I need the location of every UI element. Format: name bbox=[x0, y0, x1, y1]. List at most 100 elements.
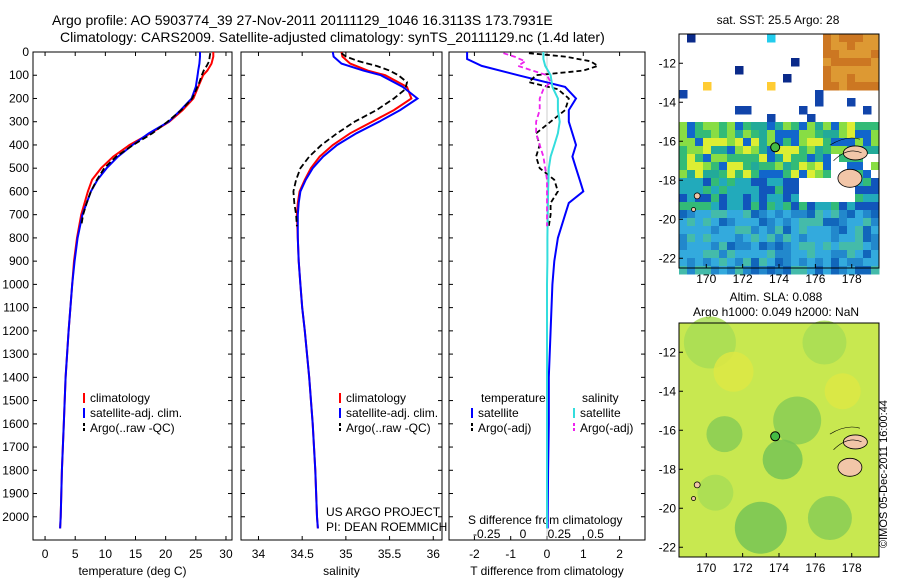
sst-map-cell bbox=[815, 186, 824, 195]
sst-map-cell bbox=[703, 186, 712, 195]
sst-map-cell bbox=[791, 186, 800, 195]
sst-map-cell bbox=[847, 162, 856, 171]
sst-map-cell bbox=[767, 130, 776, 139]
temperature-panel: 0 5 10 15 20 25 300100200300400500600700800900… bbox=[2, 45, 233, 578]
sst-map-cell bbox=[871, 266, 880, 275]
sst-map-cell bbox=[855, 82, 864, 91]
sst-map-cell bbox=[855, 258, 864, 267]
sst-map-cell bbox=[783, 258, 792, 267]
salinity-xtick-label: 36 bbox=[427, 547, 441, 561]
sst-map-cell bbox=[807, 186, 816, 195]
sst-map-cell bbox=[847, 202, 856, 211]
sst-map-cell bbox=[855, 34, 864, 43]
sst-map-cell bbox=[767, 122, 776, 131]
sst-map-cell bbox=[679, 130, 688, 139]
sst-map-cell bbox=[775, 186, 784, 195]
sst-map-cell bbox=[823, 50, 832, 59]
sst-map-cell bbox=[775, 162, 784, 171]
sst-map-cell bbox=[863, 138, 872, 147]
sst-map-cell bbox=[823, 186, 832, 195]
temperature-ytick-label: 1600 bbox=[2, 417, 29, 431]
sst-map-cell bbox=[823, 194, 832, 203]
sst-map-cell bbox=[783, 210, 792, 219]
sst-map-cell bbox=[783, 146, 792, 155]
sst-map-cell bbox=[743, 130, 752, 139]
sst-map-cell bbox=[847, 42, 856, 51]
sst-map-cell bbox=[719, 146, 728, 155]
temperature-ytick-label: 400 bbox=[9, 138, 29, 152]
figure-title-line2: Climatology: CARS2009. Satellite-adjuste… bbox=[60, 29, 605, 45]
temperature-ytick-label: 500 bbox=[9, 161, 29, 175]
sst-map-cell bbox=[863, 130, 872, 139]
sst-map-xtick-label: 172 bbox=[733, 272, 753, 286]
sst-map-cell bbox=[727, 218, 736, 227]
sst-map-cell bbox=[719, 122, 728, 131]
sst-map-cell bbox=[815, 146, 824, 155]
salinity-frame bbox=[240, 51, 443, 541]
sst-map-cell bbox=[751, 202, 760, 211]
temperature-ytick-label: 1900 bbox=[2, 487, 29, 501]
sst-map-cell bbox=[767, 186, 776, 195]
sst-map-cell bbox=[783, 162, 792, 171]
sst-map-cell bbox=[807, 154, 816, 163]
sst-map-cell bbox=[711, 250, 720, 259]
sst-map-cell bbox=[863, 266, 872, 275]
sla-map-anomaly-blob bbox=[773, 396, 822, 445]
sst-map-cell bbox=[783, 170, 792, 179]
sst-map-cell bbox=[823, 266, 832, 275]
sst-map-cell bbox=[839, 122, 848, 131]
sst-map-cell bbox=[871, 234, 880, 243]
sst-map-cell bbox=[751, 234, 760, 243]
sst-map-cell bbox=[863, 66, 872, 75]
sst-map-cell bbox=[823, 154, 832, 163]
sst-map-cell bbox=[679, 194, 688, 203]
sst-map-cell bbox=[735, 258, 744, 267]
sst-map-cell bbox=[719, 130, 728, 139]
sst-map-cell bbox=[871, 50, 880, 59]
sst-map-cell bbox=[783, 178, 792, 187]
sst-map-cell bbox=[847, 66, 856, 75]
salinity-xtick-label: 34.5 bbox=[290, 547, 314, 561]
sst-map-cell bbox=[687, 210, 696, 219]
sst-map-cell bbox=[847, 266, 856, 275]
sst-map-cell bbox=[863, 74, 872, 83]
sst-map-cell bbox=[855, 162, 864, 171]
sst-map-cell bbox=[679, 218, 688, 227]
sst-map-cell bbox=[751, 162, 760, 171]
sst-map-cell bbox=[815, 170, 824, 179]
sst-map-cell bbox=[735, 250, 744, 259]
sst-map-cell bbox=[799, 178, 808, 187]
sst-map-cell bbox=[687, 194, 696, 203]
sst-map-cell bbox=[815, 250, 824, 259]
sst-map-cell bbox=[711, 146, 720, 155]
sst-map-cell bbox=[783, 234, 792, 243]
sst-map-cell bbox=[871, 146, 880, 155]
sst-map-cell bbox=[863, 42, 872, 51]
sst-map-cell bbox=[751, 170, 760, 179]
difference-legend-label: Argo(-adj) bbox=[580, 421, 633, 435]
sla-map-ytick-label: -18 bbox=[659, 462, 677, 476]
sst-map-cell bbox=[711, 186, 720, 195]
sst-map-cell bbox=[871, 138, 880, 147]
sst-map-cell bbox=[759, 154, 768, 163]
sst-map-cell bbox=[863, 154, 872, 163]
sst-map-cell bbox=[871, 66, 880, 75]
sst-map-cell bbox=[743, 234, 752, 243]
sst-map-cell bbox=[695, 266, 704, 275]
sst-map-cell bbox=[807, 250, 816, 259]
sst-map-cell bbox=[847, 210, 856, 219]
sst-map-cell bbox=[767, 202, 776, 211]
sst-map-cell bbox=[847, 138, 856, 147]
sst-map-cell bbox=[847, 130, 856, 139]
sst-map-cell bbox=[695, 186, 704, 195]
sst-map-cell bbox=[759, 226, 768, 235]
difference-top-xlabel: S difference from climatology bbox=[468, 513, 623, 527]
sst-map-cell bbox=[751, 266, 760, 275]
sst-map-cell bbox=[735, 242, 744, 251]
sst-map-cell bbox=[743, 138, 752, 147]
sst-map-cell bbox=[767, 178, 776, 187]
sst-map-cell bbox=[679, 250, 688, 259]
sst-map-cell bbox=[799, 202, 808, 211]
sst-map-cell bbox=[687, 34, 696, 43]
